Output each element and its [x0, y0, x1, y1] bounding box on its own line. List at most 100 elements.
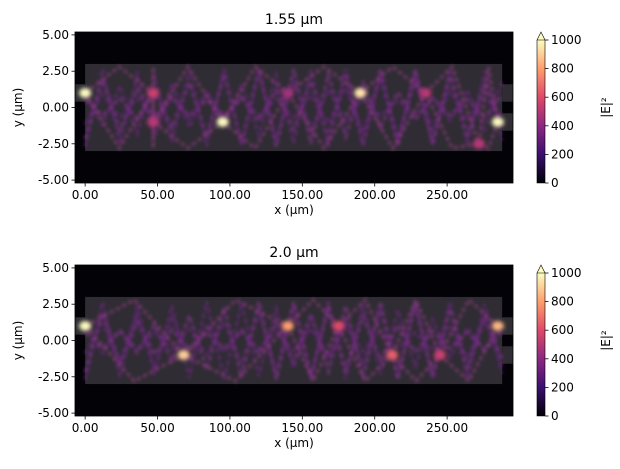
beam	[337, 297, 394, 356]
hotspot	[79, 320, 92, 331]
beam	[83, 67, 504, 148]
beam	[152, 120, 224, 151]
heatmap-panel-1: 0.00 50.00 100.00 150.00 200.00 250.00 5.00 2.5…	[11, 245, 613, 450]
x-axis-label: x (µm)	[274, 203, 314, 217]
beam	[477, 66, 500, 144]
beam	[221, 92, 290, 151]
colorbar-tick-label: 600	[551, 90, 574, 104]
hotspot	[216, 117, 229, 128]
y-axis-label: y (µm)	[11, 88, 25, 128]
hotspot	[491, 320, 504, 331]
colorbar-label: |E|²	[599, 97, 613, 118]
field-beams	[83, 296, 504, 385]
chart-title: 1.55 µm	[265, 12, 323, 28]
colorbar-tick-label: 0	[551, 176, 559, 190]
colorbar	[537, 273, 545, 416]
beam	[84, 324, 185, 384]
beam	[438, 325, 500, 384]
beam	[151, 64, 224, 123]
beam	[182, 298, 289, 357]
beam	[182, 324, 289, 383]
beam	[84, 297, 185, 357]
hotspot	[79, 87, 92, 98]
hotspot	[147, 87, 160, 98]
beam	[424, 92, 480, 150]
beam	[286, 325, 340, 385]
x-tick-label: 150.00	[281, 188, 323, 202]
colorbar-tick-label: 400	[551, 352, 574, 366]
hotspots	[79, 320, 504, 361]
y-tick-label: -2.50	[38, 137, 69, 151]
hotspot	[419, 87, 432, 98]
y-tick-label: -2.50	[38, 370, 69, 384]
output-port	[502, 346, 513, 364]
x-tick-label: 0.00	[72, 421, 99, 435]
colorbar-tick-label: 400	[551, 119, 574, 133]
x-tick-label: 200.00	[354, 188, 396, 202]
y-tick-label: 2.50	[42, 64, 69, 78]
hotspot	[354, 87, 367, 98]
chart-title: 2.0 µm	[269, 245, 318, 261]
x-axis-label: x (µm)	[274, 436, 314, 450]
colorbar-tick-label: 1000	[551, 266, 582, 280]
hotspot	[491, 117, 504, 128]
beam	[83, 68, 504, 147]
colorbar-tick-label: 1000	[551, 33, 582, 47]
beam	[83, 92, 155, 152]
x-tick-label: 50.00	[140, 188, 174, 202]
beam	[358, 92, 427, 152]
colorbar-tick-label: 800	[551, 295, 574, 309]
hotspot	[433, 350, 446, 361]
hotspot	[177, 350, 190, 361]
colorbar-tick-label: 600	[551, 323, 574, 337]
x-tick-label: 200.00	[354, 421, 396, 435]
colorbar-frame	[536, 273, 546, 417]
y-tick-label: -5.00	[38, 406, 69, 420]
x-tick-label: 250.00	[426, 421, 468, 435]
colorbar-tick-label: 200	[551, 147, 574, 161]
x-tick-label: 50.00	[140, 421, 174, 435]
colorbar-tick-label: 0	[551, 409, 559, 423]
colorbar-tick-label: 200	[551, 380, 574, 394]
beam	[337, 325, 394, 384]
x-tick-label: 0.00	[72, 188, 99, 202]
hotspot	[386, 350, 399, 361]
beam	[286, 92, 362, 151]
output-port	[502, 317, 513, 335]
colorbar-frame	[536, 40, 546, 184]
beam	[83, 300, 504, 381]
y-tick-label: 5.00	[42, 261, 69, 275]
hotspot	[281, 320, 294, 331]
beam	[83, 301, 504, 380]
beam	[390, 296, 442, 356]
beam	[83, 301, 504, 380]
hotspot	[281, 87, 294, 98]
hotspots	[79, 87, 504, 149]
y-tick-label: -5.00	[38, 173, 69, 187]
x-tick-label: 150.00	[281, 421, 323, 435]
output-port	[502, 113, 513, 131]
hotspot	[332, 320, 345, 331]
y-tick-label: 2.50	[42, 297, 69, 311]
y-tick-label: 0.00	[42, 334, 69, 348]
hotspot	[147, 117, 160, 128]
colorbar	[537, 40, 545, 183]
y-tick-label: 0.00	[42, 101, 69, 115]
colorbar-label: |E|²	[599, 330, 613, 351]
beam	[286, 297, 340, 328]
hotspot	[472, 138, 485, 149]
x-tick-label: 250.00	[426, 188, 468, 202]
beam	[286, 64, 362, 95]
y-tick-label: 5.00	[42, 28, 69, 42]
colorbar-extend-arrow	[536, 31, 546, 41]
beam	[390, 354, 441, 384]
plot-area	[75, 265, 513, 416]
output-port	[502, 84, 513, 102]
beam	[84, 64, 155, 95]
heatmap-panel-0: 0.00 50.00 100.00 150.00 200.00 250.00 5.00 2.5…	[11, 12, 613, 217]
beam	[424, 64, 481, 145]
field-beams	[83, 64, 504, 152]
x-tick-label: 100.00	[209, 188, 251, 202]
